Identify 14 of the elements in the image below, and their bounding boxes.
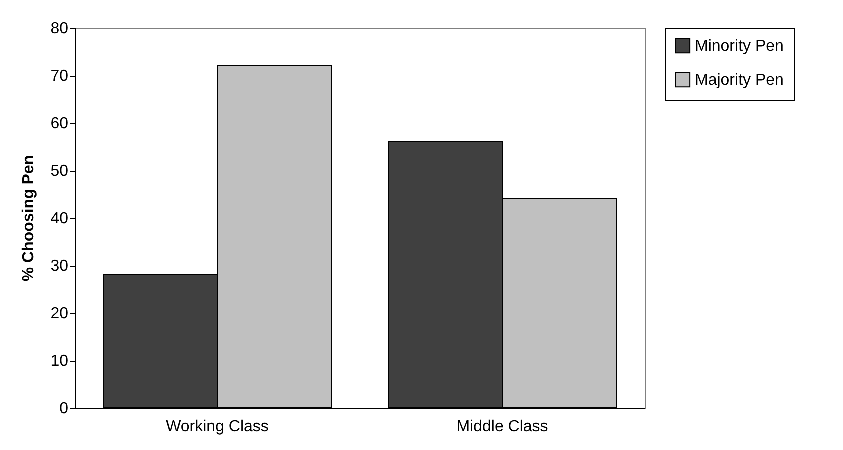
y-tick-label: 20	[50, 306, 69, 322]
x-tick-label: Working Class	[166, 418, 269, 436]
y-tick-label: 30	[50, 258, 69, 275]
legend-label: Minority Pen	[695, 38, 784, 55]
y-axis-title: % Choosing Pen	[20, 155, 38, 282]
y-tick-label: 70	[50, 68, 69, 85]
y-tick-label: 60	[50, 116, 69, 132]
y-tick-label: 40	[50, 210, 69, 228]
y-tick-label: 80	[50, 20, 69, 38]
legend-label: Majority Pen	[695, 72, 784, 89]
y-tick-label: 50	[50, 163, 69, 180]
y-tick-label: 0	[60, 400, 69, 418]
x-tick-label: Middle Class	[456, 418, 548, 436]
y-tick-label: 10	[50, 353, 69, 370]
